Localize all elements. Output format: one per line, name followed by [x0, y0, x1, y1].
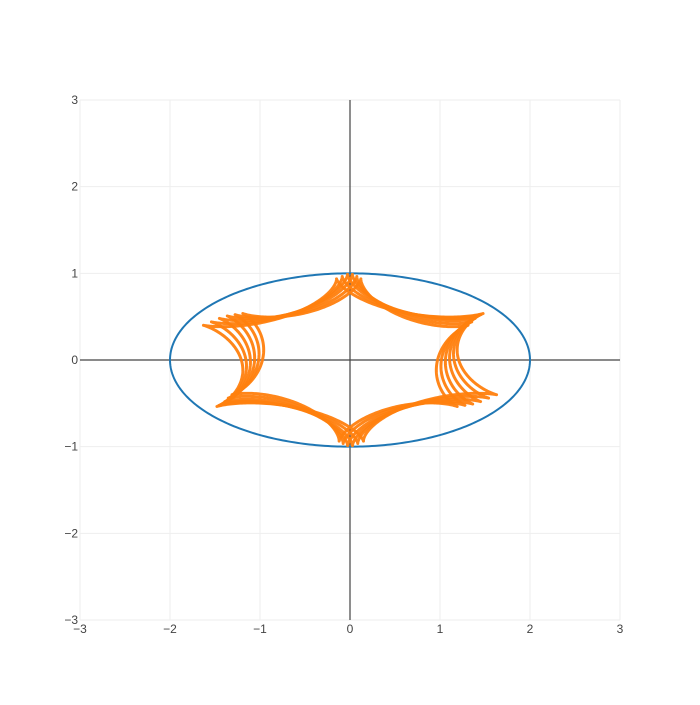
x-tick-label: −3: [73, 622, 87, 636]
ellipse-curve: [169, 272, 531, 448]
y-tick-label: −3: [64, 613, 78, 627]
x-tick-label: 3: [617, 622, 624, 636]
x-tick-label: −2: [163, 622, 177, 636]
y-tick-label: −2: [64, 526, 78, 540]
x-tick-label: −1: [253, 622, 267, 636]
y-tick-labels: −3 −2 −1 0 1 2 3: [64, 93, 78, 627]
x-tick-labels: −3 −2 −1 0 1 2 3: [73, 622, 624, 636]
hypocycloid-trace: [201, 277, 499, 443]
x-tick-label: 0: [347, 622, 354, 636]
y-tick-label: 0: [71, 353, 78, 367]
y-tick-label: 2: [71, 180, 78, 194]
y-tick-label: −1: [64, 440, 78, 454]
x-tick-label: 2: [527, 622, 534, 636]
x-tick-label: 1: [437, 622, 444, 636]
y-tick-label: 3: [71, 93, 78, 107]
y-tick-label: 1: [71, 266, 78, 280]
series-layer: [169, 272, 531, 448]
